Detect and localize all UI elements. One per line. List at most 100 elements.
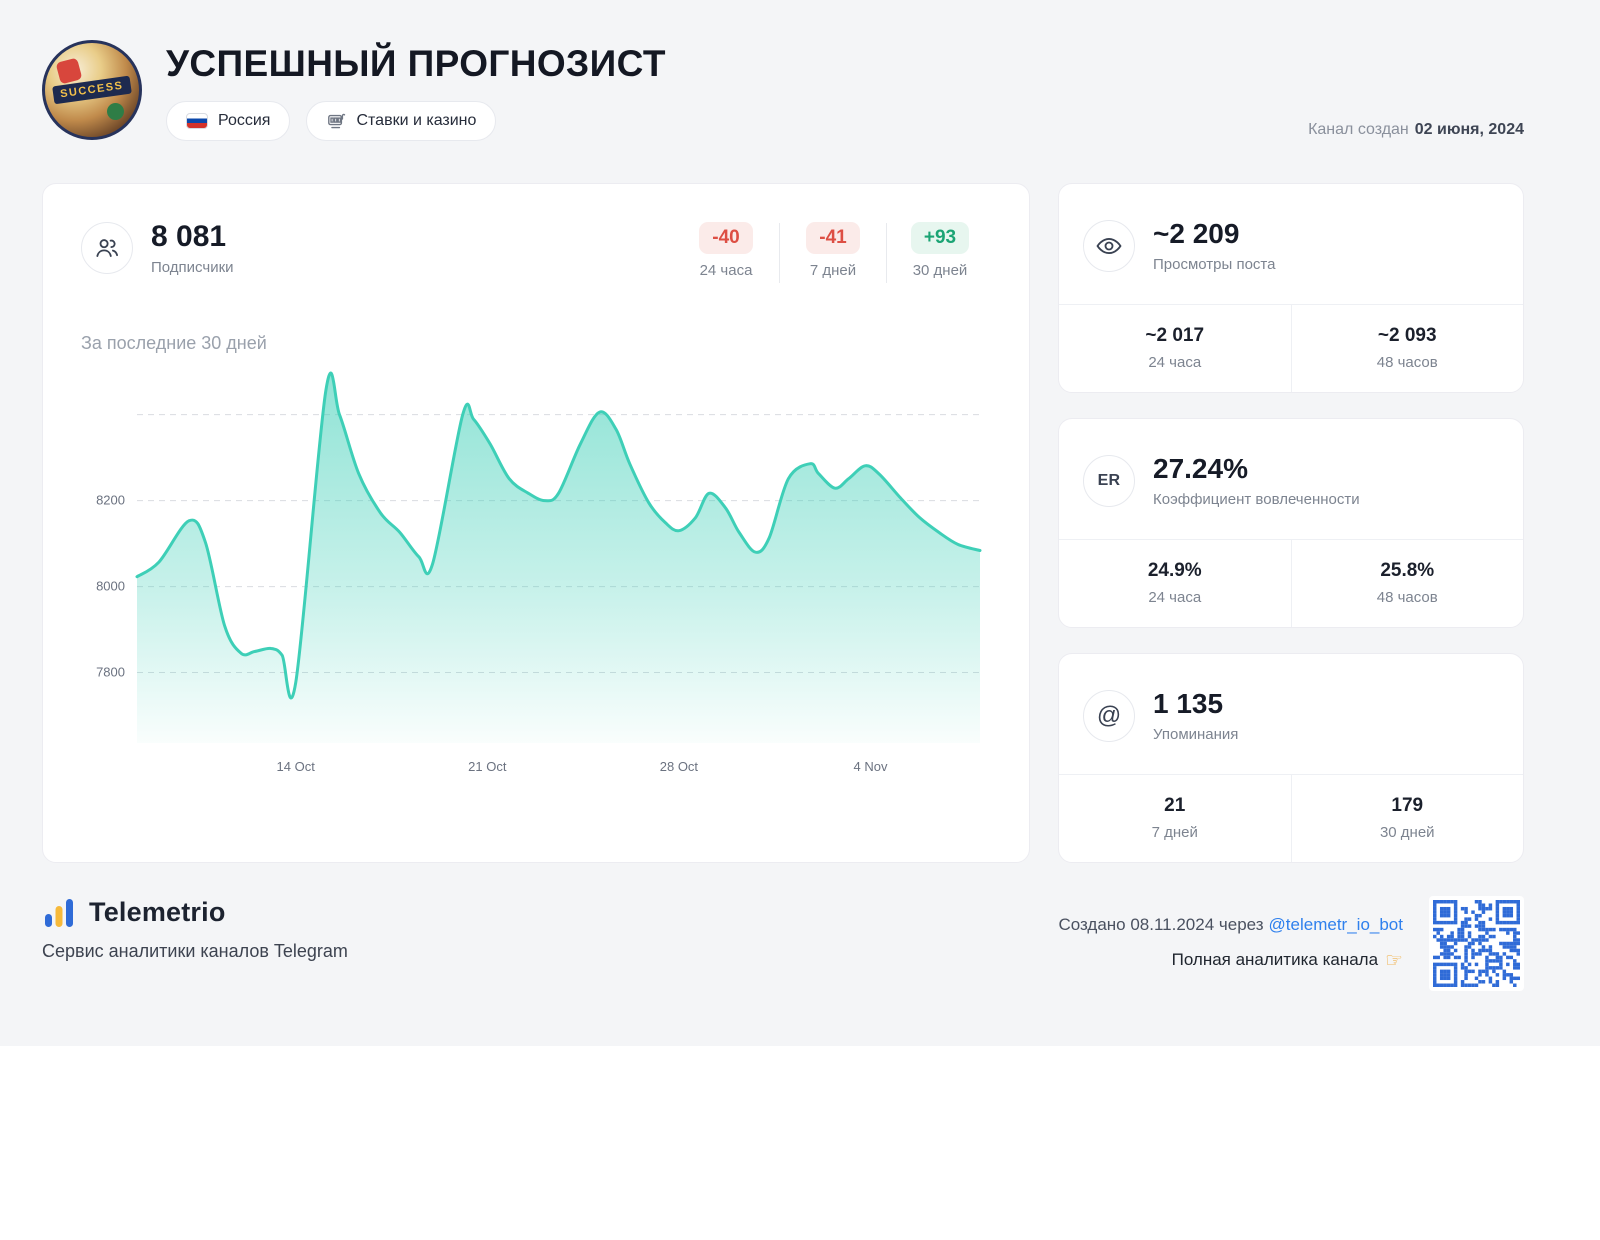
- channel-avatar: SUCCESS: [42, 40, 142, 140]
- engagement-label: Коэффициент вовлеченности: [1153, 490, 1360, 508]
- channel-info: УСПЕШНЫЙ ПРОГНОЗИСТ Россия: [166, 40, 1308, 141]
- created-via-text: Создано 08.11.2024 через: [1058, 914, 1264, 934]
- views-48h-period: 48 часов: [1376, 354, 1438, 372]
- country-badge-label: Россия: [218, 111, 271, 129]
- delta-7d-period: 7 дней: [809, 261, 857, 279]
- subscribers-head: 8 081 Подписчики: [81, 219, 234, 277]
- views-label: Просмотры поста: [1153, 255, 1276, 273]
- side-stats-column: ~2 209 Просмотры поста ~2 017 24 часа ~2…: [1058, 182, 1524, 863]
- er-icon: ER: [1083, 454, 1135, 507]
- report-footer: Telemetrio Сервис аналитики каналов Tele…: [42, 895, 1524, 991]
- svg-text:4 Nov: 4 Nov: [854, 759, 888, 774]
- views-48h: ~2 093 48 часов: [1290, 304, 1524, 392]
- bot-link[interactable]: @telemetr_io_bot: [1268, 914, 1403, 934]
- at-icon-text: @: [1096, 701, 1122, 729]
- views-head: ~2 209 Просмотры поста: [1059, 184, 1523, 304]
- views-24h: ~2 017 24 часа: [1059, 305, 1291, 392]
- engagement-24h: 24.9% 24 часа: [1059, 540, 1291, 627]
- mentions-30d-value: 179: [1391, 795, 1424, 817]
- russia-flag-icon: [186, 112, 208, 129]
- pointing-hand-icon: ☞: [1385, 947, 1403, 972]
- mentions-7d-period: 7 дней: [1151, 824, 1198, 842]
- brand-name: Telemetrio: [89, 897, 226, 928]
- delta-7d: -41 7 дней: [782, 221, 884, 279]
- delta-divider: [779, 222, 780, 283]
- svg-text:8200: 8200: [96, 492, 125, 507]
- created-via-line: Создано 08.11.2024 через @telemetr_io_bot: [1058, 915, 1403, 935]
- eye-icon: [1083, 219, 1135, 272]
- engagement-head: ER 27.24% Коэффициент вовлеченности: [1059, 419, 1523, 539]
- avatar-text: SUCCESS: [52, 75, 132, 105]
- svg-text:21 Oct: 21 Oct: [468, 759, 507, 774]
- mentions-value: 1 135: [1153, 687, 1224, 719]
- footer-text-block: Создано 08.11.2024 через @telemetr_io_bot…: [1058, 915, 1403, 972]
- svg-text:14 Oct: 14 Oct: [277, 759, 316, 774]
- subscribers-stat-row: 8 081 Подписчики -40 24 часа -41 7 дней: [81, 220, 991, 283]
- created-label: Канал создан: [1308, 120, 1409, 138]
- mentions-card: @ 1 135 Упоминания 21 7 дней 1: [1058, 652, 1524, 863]
- views-value-block: ~2 209 Просмотры поста: [1153, 217, 1276, 273]
- engagement-substats: 24.9% 24 часа 25.8% 48 часов: [1059, 538, 1524, 627]
- subscribers-label: Подписчики: [151, 259, 234, 277]
- views-24h-value: ~2 017: [1145, 325, 1205, 347]
- delta-24h-period: 24 часа: [699, 261, 753, 279]
- engagement-48h-value: 25.8%: [1380, 560, 1435, 582]
- subscribers-chart: 8200 8000 7800 14 Oct 21 Oct 28 Oct 4 Nov: [81, 368, 991, 783]
- subscribers-value: 8 081: [151, 219, 227, 253]
- channel-header: SUCCESS УСПЕШНЫЙ ПРОГНОЗИСТ Россия: [42, 40, 1524, 141]
- delta-24h-value: -40: [699, 221, 753, 254]
- mentions-30d: 179 30 дней: [1290, 774, 1524, 862]
- qr-code-svg: [1433, 899, 1520, 987]
- category-badge: Ставки и казино: [306, 100, 497, 141]
- mentions-substats: 21 7 дней 179 30 дней: [1059, 773, 1524, 862]
- channel-created: Канал создан 02 июня, 2024: [1308, 121, 1524, 139]
- footer-right: Создано 08.11.2024 через @telemetr_io_bot…: [1058, 895, 1524, 991]
- engagement-value: 27.24%: [1153, 452, 1248, 484]
- qr-code: [1429, 895, 1524, 991]
- created-date: 02 июня, 2024: [1414, 120, 1524, 138]
- mentions-30d-period: 30 дней: [1379, 824, 1435, 842]
- er-icon-text: ER: [1097, 471, 1121, 489]
- delta-divider: [886, 222, 887, 283]
- delta-7d-value: -41: [806, 221, 860, 254]
- svg-text:7800: 7800: [96, 664, 125, 679]
- brand-block: Telemetrio Сервис аналитики каналов Tele…: [42, 896, 348, 962]
- subscribers-card: 8 081 Подписчики -40 24 часа -41 7 дней: [42, 182, 1030, 863]
- engagement-48h: 25.8% 48 часов: [1290, 539, 1524, 627]
- chart-title: За последние 30 дней: [81, 332, 267, 353]
- subscribers-icon: [81, 221, 133, 274]
- channel-badges: Россия С: [166, 100, 1308, 141]
- at-icon: @: [1083, 689, 1135, 742]
- delta-30d: +93 30 дней: [889, 221, 991, 279]
- svg-text:28 Oct: 28 Oct: [660, 759, 699, 774]
- category-badge-label: Ставки и казино: [356, 111, 477, 129]
- engagement-value-block: 27.24% Коэффициент вовлеченности: [1153, 452, 1360, 508]
- channel-title: УСПЕШНЫЙ ПРОГНОЗИСТ: [166, 43, 666, 84]
- country-badge: Россия: [166, 100, 291, 141]
- delta-30d-value: +93: [910, 221, 970, 254]
- casino-icon: [326, 111, 346, 131]
- cta-line: Полная аналитика канала ☞: [1058, 948, 1403, 972]
- mentions-head: @ 1 135 Упоминания: [1059, 654, 1523, 774]
- cta-text: Полная аналитика канала: [1171, 949, 1379, 969]
- views-value: ~2 209: [1153, 217, 1240, 249]
- views-24h-period: 24 часа: [1148, 354, 1202, 372]
- engagement-24h-period: 24 часа: [1148, 589, 1202, 607]
- subscribers-chart-svg: 8200 8000 7800 14 Oct 21 Oct 28 Oct 4 Nov: [96, 371, 982, 774]
- svg-text:8000: 8000: [96, 578, 125, 593]
- subscribers-deltas: -40 24 часа -41 7 дней +93 30 дней: [675, 221, 991, 283]
- mentions-label: Упоминания: [1153, 725, 1239, 743]
- mentions-7d: 21 7 дней: [1059, 775, 1291, 862]
- mentions-7d-value: 21: [1164, 795, 1186, 817]
- views-substats: ~2 017 24 часа ~2 093 48 часов: [1059, 303, 1524, 392]
- mentions-value-block: 1 135 Упоминания: [1153, 687, 1239, 743]
- stats-grid: 8 081 Подписчики -40 24 часа -41 7 дней: [42, 182, 1524, 863]
- analytics-report: SUCCESS УСПЕШНЫЙ ПРОГНОЗИСТ Россия: [0, 0, 1600, 1046]
- telemetrio-logo-icon: [42, 896, 76, 930]
- views-card: ~2 209 Просмотры поста ~2 017 24 часа ~2…: [1058, 182, 1524, 393]
- engagement-card: ER 27.24% Коэффициент вовлеченности 24.9…: [1058, 417, 1524, 628]
- engagement-24h-value: 24.9%: [1147, 560, 1202, 582]
- brand-tagline: Сервис аналитики каналов Telegram: [42, 940, 348, 961]
- engagement-48h-period: 48 часов: [1376, 589, 1438, 607]
